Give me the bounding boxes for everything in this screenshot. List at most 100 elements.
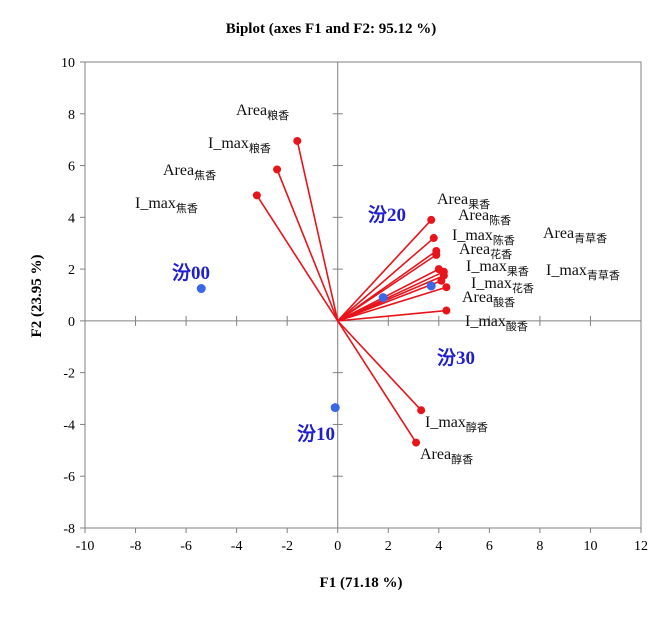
y-tick-label: -2 <box>63 367 75 382</box>
variable-label-sub: 果香 <box>468 198 490 211</box>
y-tick-label: 2 <box>68 263 75 278</box>
variable-label-main: Area <box>462 289 493 306</box>
variable-label-main: Area <box>458 207 489 224</box>
observation-label: 汾10 <box>297 423 335 445</box>
variable-label-sub: 青草香 <box>574 232 607 245</box>
variable-vector <box>276 169 339 322</box>
x-tick-label: -8 <box>130 539 142 554</box>
variable-label-main: Area <box>437 191 468 208</box>
variable-point <box>432 250 441 259</box>
observation-point <box>426 281 436 291</box>
x-tick-label: -2 <box>281 539 293 554</box>
variable-vector <box>337 237 435 322</box>
y-tick-label: -8 <box>63 522 75 537</box>
variable-point <box>429 234 438 243</box>
variable-label: I_max酸香 <box>465 313 528 333</box>
variable-label: Area焦香 <box>163 162 216 182</box>
variable-label-sub: 酸香 <box>493 295 515 309</box>
variable-vector <box>337 320 417 443</box>
observation-label: 汾00 <box>172 262 210 284</box>
variable-point <box>417 406 426 415</box>
variable-label: Area果香 <box>437 191 490 211</box>
variable-label: I_max粮香 <box>208 135 271 155</box>
variable-vector <box>337 219 432 322</box>
variable-label-sub: 青草香 <box>587 269 620 282</box>
variable-label: Area青草香 <box>543 225 607 245</box>
variable-label-sub: 粮香 <box>267 108 289 122</box>
variable-label-main: Area <box>420 446 451 463</box>
variable-label: I_max果香 <box>466 258 529 278</box>
variable-label-main: I_max <box>546 262 587 279</box>
x-tick-label: 4 <box>435 539 442 554</box>
variable-vector <box>296 140 339 322</box>
x-tick-label: 0 <box>334 539 341 554</box>
variable-vector <box>337 280 442 322</box>
variable-vectors <box>252 136 451 447</box>
variable-label: I_max陈香 <box>452 227 515 247</box>
variable-label-main: I_max <box>135 195 176 212</box>
variable-point <box>252 191 261 200</box>
x-tick-label: 12 <box>634 539 648 554</box>
y-tick-label: -4 <box>63 418 75 433</box>
variable-vector <box>337 320 422 411</box>
variable-label-sub: 焦香 <box>176 202 198 215</box>
y-axis-title: F2 (23.95 %) <box>29 255 45 338</box>
variable-label: I_max醇香 <box>425 414 488 434</box>
variable-label-sub: 花香 <box>490 248 512 261</box>
plot-area <box>84 61 642 529</box>
observation-point <box>196 284 206 294</box>
y-tick-label: 8 <box>68 108 75 123</box>
variable-label-main: Area <box>543 225 574 242</box>
observation-label: 汾20 <box>368 204 406 226</box>
variable-point <box>442 306 451 315</box>
variable-label-main: I_max <box>465 313 506 330</box>
variable-vector <box>337 286 447 322</box>
variable-label: Area醇香 <box>420 446 473 466</box>
variable-label-sub: 醇香 <box>466 420 488 434</box>
y-tick-label: 0 <box>68 315 75 330</box>
variable-vector <box>337 254 437 322</box>
variable-label: Area陈香 <box>458 207 511 227</box>
variable-label: Area花香 <box>459 241 512 261</box>
x-axis-title: F1 (71.18 %) <box>320 575 403 591</box>
y-tick-label: 10 <box>61 56 75 71</box>
observation-point <box>330 403 340 413</box>
variable-label-main: I_max <box>208 135 249 152</box>
variable-label-sub: 花香 <box>512 282 534 295</box>
x-tick-label: 8 <box>536 539 543 554</box>
variable-point <box>442 283 451 292</box>
y-tick-label: 6 <box>68 160 75 175</box>
variable-point <box>412 438 421 447</box>
variable-label-sub: 果香 <box>507 265 529 278</box>
x-tick-label: -10 <box>76 539 95 554</box>
variable-vector <box>337 309 447 322</box>
variable-label: I_max青草香 <box>546 262 620 282</box>
variable-label: Area粮香 <box>236 102 289 122</box>
variable-labels: Area粮香I_max粮香Area焦香I_max焦香Area果香Area陈香I_… <box>135 102 620 466</box>
variable-label-sub: 粮香 <box>249 141 271 155</box>
variable-label-main: I_max <box>425 414 466 431</box>
variable-label-main: I_max <box>471 275 512 292</box>
x-tick-label: 2 <box>385 539 392 554</box>
variable-label-sub: 酸香 <box>506 319 528 333</box>
chart-title: Biplot (axes F1 and F2: 95.12 %) <box>226 21 436 37</box>
observations <box>196 281 436 413</box>
variable-label: I_max花香 <box>471 275 534 295</box>
y-tick-label: 4 <box>68 211 75 226</box>
variable-point <box>273 165 282 174</box>
x-tick-label: -4 <box>231 539 243 554</box>
observation-point <box>378 293 388 303</box>
x-tick-label: -6 <box>180 539 192 554</box>
variable-label-main: I_max <box>452 227 493 244</box>
variable-label-sub: 陈香 <box>489 213 511 227</box>
variable-point <box>437 276 446 285</box>
variable-label: I_max焦香 <box>135 195 198 215</box>
variable-label-main: Area <box>459 241 490 258</box>
variable-label: Area酸香 <box>462 289 515 309</box>
variable-label-main: I_max <box>466 258 507 275</box>
variable-label-main: Area <box>163 162 194 179</box>
observation-label: 汾30 <box>437 347 475 369</box>
